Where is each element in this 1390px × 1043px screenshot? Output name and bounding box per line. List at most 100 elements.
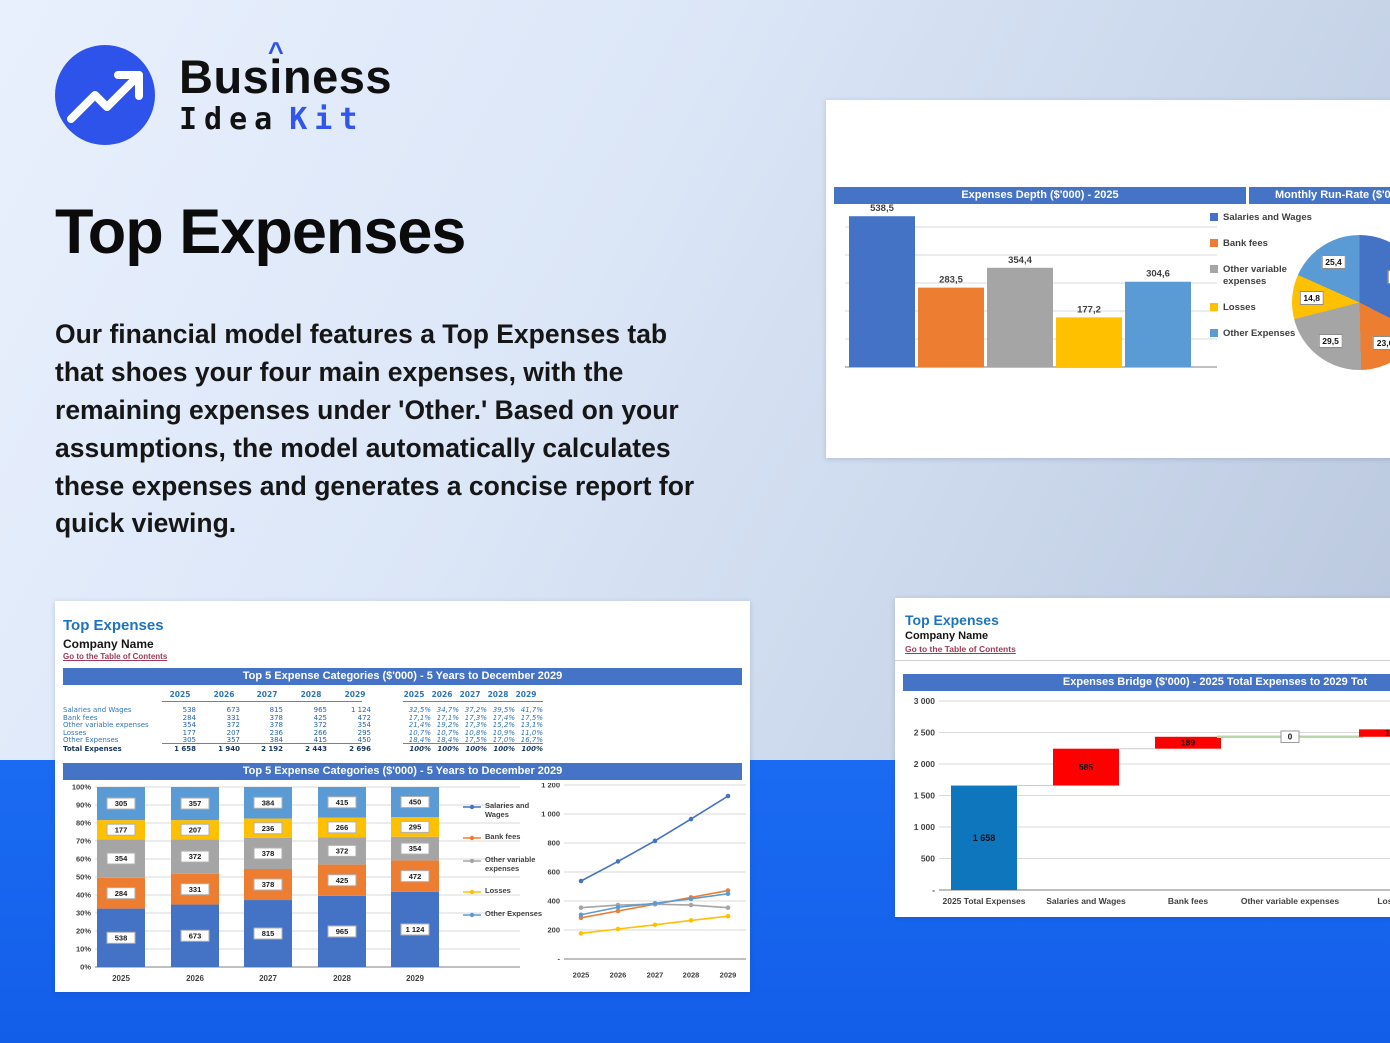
data-label-box — [180, 823, 210, 836]
trend-arrow-icon — [67, 71, 143, 123]
chart-text: 815 — [262, 929, 275, 938]
data-label-box — [180, 883, 210, 896]
chart-text: 331 — [189, 885, 202, 894]
legend-line-marker-icon — [463, 889, 481, 895]
legend-item: Salaries and Wages — [463, 801, 543, 819]
chart-text: - — [932, 885, 935, 895]
waterfall-bar — [951, 785, 1017, 890]
chart-text: 200 — [547, 926, 560, 935]
chart-text: 2028 — [333, 974, 351, 983]
row-value: 357 — [226, 736, 240, 745]
data-line — [580, 795, 729, 882]
chart-text: 177 — [115, 825, 128, 834]
line-chart: 1 200 1 000 800 600 400 200 - 2025 2026 2027 2028 2… — [541, 783, 746, 980]
bridge-chart-header: Expenses Bridge ($'000) - 2025 Total Exp… — [903, 674, 1390, 691]
total-label: Total Expenses — [63, 745, 122, 753]
total-percent: 100% — [465, 745, 487, 753]
chart-text: 70% — [76, 837, 91, 846]
legend-label: Other variable expenses — [1223, 264, 1287, 287]
row-value: 965 — [313, 706, 327, 714]
chart-text: 354 — [115, 854, 128, 863]
legend-item: Salaries and Wages — [1210, 212, 1326, 223]
chart-text: 80% — [76, 819, 91, 828]
chart-text: 2025 — [573, 971, 590, 980]
expense-table: 2025 2025 2026 2026 2027 2027 2028 2028 2029 2029… — [55, 687, 750, 763]
row-percent: 34,7% — [436, 706, 459, 714]
legend-label: Losses — [485, 886, 511, 895]
year-header: 2028 — [487, 690, 509, 699]
logo-line1: Busi ^ ness — [179, 37, 392, 100]
table-rule — [162, 742, 362, 744]
logo-circle-icon — [55, 45, 155, 145]
row-value: 207 — [226, 728, 240, 737]
legend-item: Other variable expenses — [463, 855, 543, 873]
table-of-contents-link[interactable]: Go to the Table of Contents — [905, 644, 1016, 654]
chart-text: 2026 — [610, 971, 627, 980]
row-label: Losses — [63, 728, 87, 737]
data-point — [688, 896, 694, 902]
chart-text: - — [558, 955, 561, 964]
divider — [895, 660, 1390, 661]
data-label-box — [327, 925, 357, 938]
row-label: Other variable expenses — [63, 721, 149, 730]
bar — [918, 287, 984, 367]
row-percent: 10,8% — [464, 728, 487, 737]
data-point — [615, 904, 621, 910]
page-title: Top Expenses — [55, 197, 466, 267]
chart-text: 189 — [1181, 738, 1195, 748]
bridge-card: Top Expenses Company Name Go to the Tabl… — [895, 598, 1390, 917]
pie-data-label: 29,5 — [1318, 333, 1343, 348]
row-percent: 39,5% — [492, 706, 515, 714]
table-of-contents-link[interactable]: Go to the Table of Contents — [63, 652, 168, 661]
legend-item: Losses — [463, 886, 543, 896]
data-point — [725, 891, 731, 897]
logo-kit: Kit — [289, 102, 365, 137]
row-percent: 18,4% — [436, 736, 459, 745]
chart-text: 50% — [76, 873, 91, 882]
bridge-title: Top Expenses — [905, 612, 999, 628]
legend-label: Bank fees — [1223, 238, 1268, 250]
row-percent: 18,4% — [408, 736, 431, 745]
chart-text: 1 124 — [406, 925, 426, 934]
chart-text: 2029 — [720, 971, 737, 980]
row-percent: 19,2% — [436, 721, 459, 730]
row-percent: 17,3% — [464, 713, 487, 722]
legend-label: Other Expenses — [1223, 328, 1296, 340]
total-value: 2 443 — [305, 745, 327, 753]
legend-item: Other Expenses — [1210, 328, 1326, 339]
data-label-box — [180, 929, 210, 942]
row-value: 354 — [357, 721, 371, 730]
pie-data-label: 25,4 — [1321, 255, 1346, 270]
chart-text: 384 — [262, 798, 275, 807]
chart-text: 118 — [1385, 728, 1390, 738]
row-value: 378 — [269, 721, 283, 730]
legend-label: Other Expenses — [485, 909, 543, 918]
chart-text: 538,5 — [870, 203, 894, 214]
year-header: 2025 — [169, 690, 191, 699]
chart-text: 472 — [409, 872, 422, 881]
chart-text: 207 — [189, 825, 202, 834]
legend-line-marker-icon — [463, 858, 481, 864]
chart-text: 415 — [336, 798, 349, 807]
row-value: 372 — [226, 721, 240, 730]
chart-text: 2027 — [647, 971, 664, 980]
row-percent: 15,2% — [492, 721, 515, 730]
chart-text: 1 000 — [914, 822, 936, 832]
data-point — [688, 816, 694, 822]
runrate-chart-header: Monthly Run-Rate ($'000 — [1249, 187, 1390, 204]
logo: Busi ^ ness Idea Kit — [55, 37, 392, 145]
row-value: 331 — [226, 713, 240, 722]
data-label-box — [253, 927, 283, 940]
row-value: 472 — [357, 713, 371, 722]
sheet-title: Top Expenses — [63, 617, 164, 634]
row-percent: 13,1% — [520, 721, 543, 730]
depth-runrate-card: Expenses Depth ($'000) - 2025 Monthly Ru… — [826, 100, 1390, 458]
chart-text: 378 — [262, 849, 275, 858]
chart-text: 100% — [72, 783, 92, 792]
legend-label: Other variable expenses — [485, 855, 536, 873]
table-rule — [162, 701, 362, 702]
total-percent: 100% — [521, 745, 543, 753]
year-header: 2027 — [459, 690, 481, 699]
chart-text: 372 — [189, 852, 202, 861]
